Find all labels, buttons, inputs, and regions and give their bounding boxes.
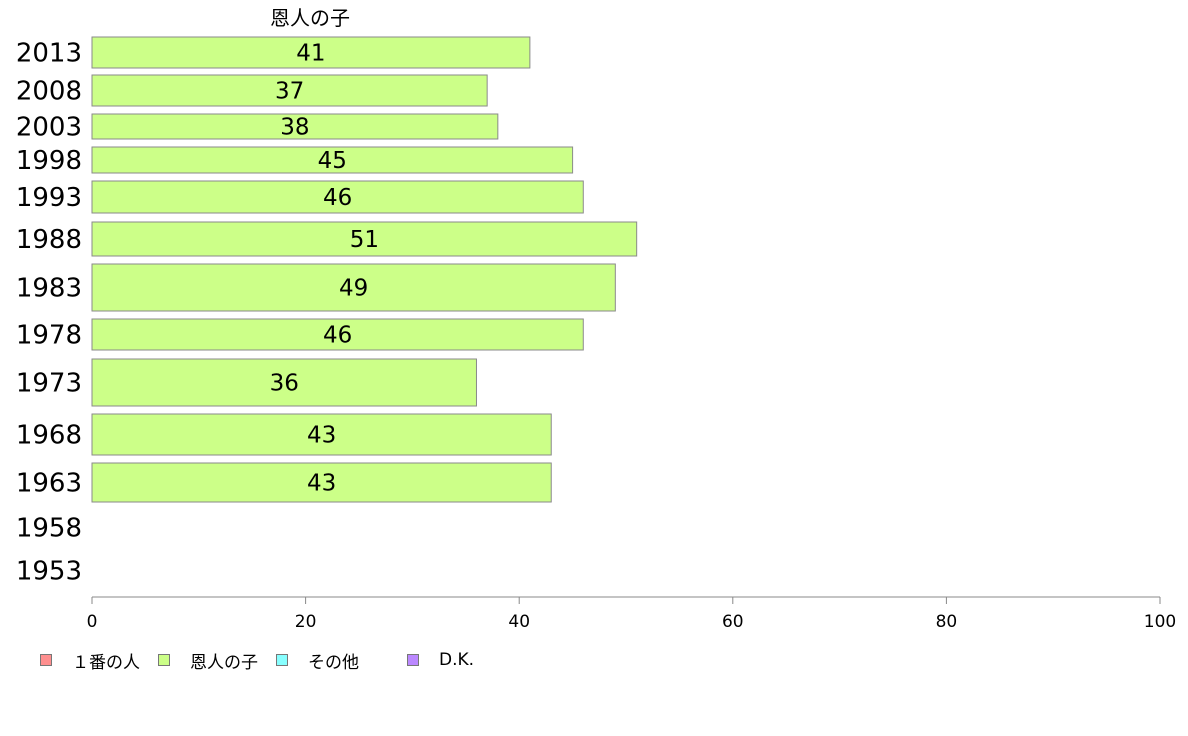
chart-title: 恩人の子 <box>270 6 350 30</box>
x-axis: 0 20 40 60 80 100 <box>87 596 1176 632</box>
bar <box>91 146 574 174</box>
legend-item: １番の人 <box>40 648 140 673</box>
legend-label: その他 <box>308 652 359 673</box>
bar <box>91 358 477 407</box>
bars-layer: 2013 41 2008 37 2003 38 1998 45 1993 46 1988 51 1983… <box>16 36 638 587</box>
legend-swatch <box>407 654 419 666</box>
bar <box>91 113 499 140</box>
data-label: 36 <box>270 371 299 397</box>
data-label: 51 <box>350 227 379 253</box>
bar <box>91 413 552 456</box>
x-tick-label: 20 <box>295 612 317 632</box>
data-label: 43 <box>307 471 336 497</box>
y-tick-label: 1958 <box>16 514 82 544</box>
bar <box>91 462 552 503</box>
bar <box>91 74 488 107</box>
y-tick-label: 1973 <box>16 369 82 399</box>
bar <box>91 36 531 69</box>
legend-label: D.K. <box>439 650 475 670</box>
y-tick-label: 1998 <box>16 146 82 176</box>
legend-swatch <box>276 654 288 666</box>
data-label: 49 <box>339 276 368 302</box>
data-label: 45 <box>318 148 347 174</box>
y-tick-label: 1988 <box>16 225 82 255</box>
legend-swatch <box>40 654 52 666</box>
data-label: 38 <box>280 115 309 141</box>
bar-chart: 恩人の子 2013 41 2008 37 2003 38 1998 45 1993 46 1988 5… <box>16 6 1176 632</box>
legend-label: 恩人の子 <box>190 652 258 673</box>
legend-item: 恩人の子 <box>158 648 258 673</box>
y-tick-label: 1978 <box>16 321 82 351</box>
data-label: 46 <box>323 323 352 349</box>
legend-item: D.K. <box>407 650 474 670</box>
y-tick-label: 1968 <box>16 421 82 451</box>
data-label: 46 <box>323 185 352 211</box>
y-tick-label: 1963 <box>16 469 82 499</box>
data-label: 43 <box>307 423 336 449</box>
y-tick-label: 1953 <box>16 557 82 587</box>
bar <box>91 318 584 351</box>
legend-item: その他 <box>276 648 359 673</box>
legend-swatch <box>158 654 170 666</box>
bar <box>91 180 584 214</box>
x-tick-label: 60 <box>722 612 744 632</box>
x-tick-label: 80 <box>936 612 958 632</box>
y-tick-label: 2013 <box>16 39 82 69</box>
x-tick-label: 0 <box>87 612 98 632</box>
legend: １番の人 恩人の子 その他 D.K. <box>40 648 492 673</box>
x-tick-label: 100 <box>1144 612 1176 632</box>
data-label: 37 <box>275 79 304 105</box>
legend-label: １番の人 <box>72 652 140 673</box>
x-tick-label: 40 <box>508 612 530 632</box>
y-tick-label: 2003 <box>16 113 82 143</box>
bar <box>91 263 616 312</box>
y-tick-label: 1993 <box>16 183 82 213</box>
data-label: 41 <box>296 41 325 67</box>
bar <box>91 221 638 257</box>
y-tick-label: 2008 <box>16 77 82 107</box>
y-tick-label: 1983 <box>16 274 82 304</box>
